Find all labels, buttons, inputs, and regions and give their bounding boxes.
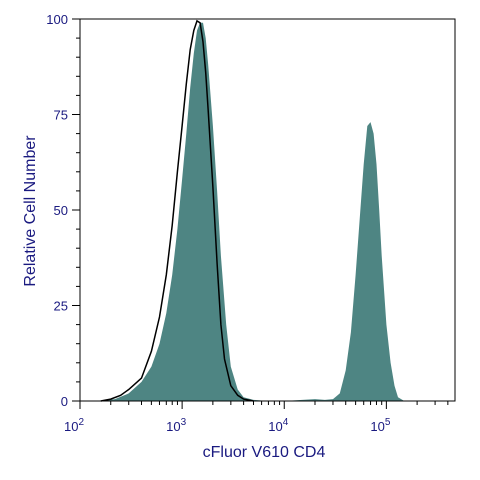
x-tick-label: 103 [166,417,186,434]
y-tick-label: 0 [61,394,68,409]
y-axis-title: Relative Cell Number [22,135,39,287]
x-tick-exponent: 3 [181,417,187,428]
y-tick-label: 75 [54,108,68,123]
x-tick-exponent: 4 [283,417,289,428]
x-axis-ticks [79,401,449,409]
x-tick-label: 102 [64,417,84,434]
x-axis-tick-labels: 102 103 104 105 [64,417,391,434]
x-tick-label: 105 [370,417,390,434]
plot-frame [79,18,456,402]
x-axis-title: cFluor V610 CD4 [203,444,326,461]
histogram-outline-series [100,19,254,402]
x-tick-exponent: 2 [78,417,84,428]
x-tick-exponent: 5 [385,417,391,428]
y-tick-label: 100 [46,12,68,27]
y-tick-label: 25 [54,299,68,314]
histogram-filled-series [98,22,405,402]
series-layer [98,19,405,402]
y-tick-label: 50 [54,203,68,218]
y-axis-tick-labels: 0 25 50 75 100 [46,12,68,409]
x-tick-label: 104 [268,417,288,434]
y-axis-ticks [72,18,80,402]
